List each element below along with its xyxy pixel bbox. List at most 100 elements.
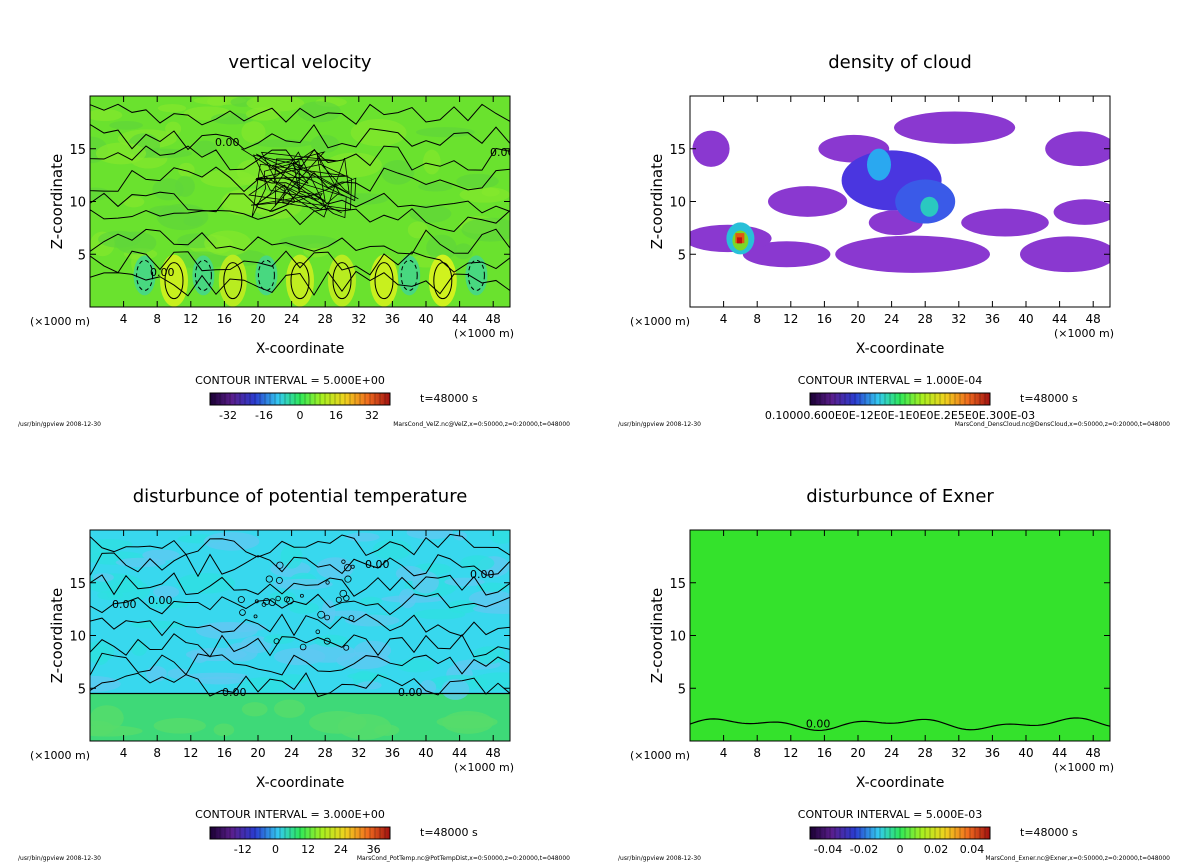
y-tick-label: 5 [78, 682, 86, 697]
time-stamp: t=48000 s [1020, 392, 1078, 405]
x-tick-label: 28 [318, 312, 333, 326]
x-tick-label: 20 [250, 312, 265, 326]
x-tick-label: 32 [951, 746, 966, 760]
colorbar-tick-label: 12 [301, 843, 315, 856]
colorbar-tick-label: 36 [367, 843, 381, 856]
y-tick-label: 10 [669, 630, 686, 645]
x-tick-label: 20 [850, 312, 865, 326]
footer-left: /usr/bin/gpview 2008-12-30 [18, 855, 101, 862]
contour-label: 0.00 [112, 598, 137, 611]
x-tick-label: 36 [985, 746, 1000, 760]
x-tick-label: 12 [783, 312, 798, 326]
y-axis-label: Z-coordinate [48, 154, 66, 249]
x-unit-right: (×1000 m) [454, 327, 514, 340]
colorbar-tick-label: -32 [219, 409, 237, 422]
contour-interval: CONTOUR INTERVAL = 5.000E+00 [195, 374, 385, 387]
x-tick-label: 24 [284, 312, 299, 326]
x-unit-right: (×1000 m) [1054, 761, 1114, 774]
zero-contour [690, 717, 1110, 732]
x-tick-label: 24 [884, 312, 899, 326]
colorbar-tick-label: 0.04 [960, 843, 985, 856]
footer-left: /usr/bin/gpview 2008-12-30 [618, 855, 701, 862]
x-tick-label: 28 [918, 312, 933, 326]
x-tick-label: 28 [918, 746, 933, 760]
colorbar-tick-label: 24 [334, 843, 348, 856]
x-tick-label: 48 [486, 746, 501, 760]
x-tick-label: 36 [985, 312, 1000, 326]
colorbar-tick-label: 0 [272, 843, 279, 856]
x-axis-label: X-coordinate [256, 775, 345, 791]
y-axis-label: Z-coordinate [648, 588, 666, 683]
footer-left: /usr/bin/gpview 2008-12-30 [618, 421, 701, 428]
plot-field [690, 96, 1110, 307]
contour-label: 0.00 [398, 686, 423, 699]
contour-label: 0.00 [215, 136, 240, 149]
x-tick-label: 48 [1086, 746, 1101, 760]
contour-label: 0.00 [150, 266, 175, 279]
x-tick-label: 4 [720, 312, 728, 326]
colorbar-tick-label: -0.02 [850, 843, 878, 856]
footer-right: MarsCond_PotTemp.nc@PotTempDist,x=0:5000… [357, 855, 570, 862]
chart-panel-1: 0.000.000.004 8 12 16 20 24 28 32 36 40 44 4851015v… [18, 52, 570, 428]
x-tick-label: 4 [120, 312, 128, 326]
y-tick-label: 10 [69, 630, 86, 645]
x-tick-label: 12 [183, 746, 198, 760]
x-tick-label: 12 [183, 312, 198, 326]
x-tick-label: 36 [385, 312, 400, 326]
x-tick-label: 16 [817, 312, 832, 326]
x-unit-right: (×1000 m) [454, 761, 514, 774]
contour-label: 0.00 [148, 594, 173, 607]
x-tick-label: 16 [217, 746, 232, 760]
x-tick-label: 8 [753, 312, 761, 326]
y-tick-label: 15 [69, 577, 86, 592]
x-tick-label: 32 [351, 746, 366, 760]
chart-panel-4: 0.004 8 12 16 20 24 28 32 36 40 44 4851015disturbun… [618, 486, 1170, 862]
colorbar-tick-label: -12 [234, 843, 252, 856]
contour-interval: CONTOUR INTERVAL = 5.000E-03 [798, 808, 982, 821]
footer-right: MarsCond_VelZ.nc@VelZ,x=0:50000,z=0:2000… [393, 421, 570, 428]
time-stamp: t=48000 s [420, 826, 478, 839]
contour-interval: CONTOUR INTERVAL = 3.000E+00 [195, 808, 385, 821]
colorbar-tick-label: 0.10000.600E0E-12E0E-1E0E0E.2E5E0E.300E-… [765, 409, 1035, 422]
contour-label: 0.00 [365, 558, 390, 571]
x-tick-label: 16 [817, 746, 832, 760]
x-axis-label: X-coordinate [856, 341, 945, 357]
colorbar-tick-label: 0 [297, 409, 304, 422]
x-tick-label: 44 [1052, 746, 1067, 760]
y-tick-label: 15 [69, 143, 86, 158]
y-tick-label: 10 [69, 196, 86, 211]
x-tick-label: 24 [884, 746, 899, 760]
x-tick-label: 20 [250, 746, 265, 760]
x-tick-label: 44 [452, 312, 467, 326]
y-tick-label: 5 [678, 248, 686, 263]
x-tick-label: 12 [783, 746, 798, 760]
contour-label: 0.00 [222, 686, 247, 699]
x-tick-label: 40 [418, 312, 433, 326]
x-tick-label: 4 [720, 746, 728, 760]
x-tick-label: 36 [385, 746, 400, 760]
x-tick-label: 48 [1086, 312, 1101, 326]
x-tick-label: 4 [120, 746, 128, 760]
x-tick-label: 40 [418, 746, 433, 760]
x-axis-label: X-coordinate [256, 341, 345, 357]
x-axis-label: X-coordinate [856, 775, 945, 791]
y-tick-label: 15 [669, 577, 686, 592]
y-tick-label: 15 [669, 143, 686, 158]
x-unit-left: (×1000 m) [630, 749, 690, 762]
x-tick-label: 24 [284, 746, 299, 760]
footer-right: MarsCond_Exner.nc@Exner,x=0:50000,z=0:20… [985, 855, 1170, 862]
x-tick-label: 8 [153, 746, 161, 760]
y-axis-label: Z-coordinate [648, 154, 666, 249]
x-unit-right: (×1000 m) [1054, 327, 1114, 340]
contour-label: 0.00 [806, 717, 831, 730]
chart-title: disturbunce of potential temperature [133, 486, 468, 507]
chart-title: vertical velocity [228, 52, 372, 73]
x-tick-label: 40 [1018, 746, 1033, 760]
x-tick-label: 40 [1018, 312, 1033, 326]
colorbar-tick-label: 32 [365, 409, 379, 422]
contour-label: 0.00 [470, 568, 495, 581]
plot-field: 0.00 0.00 0.00 0.00 0.00 0.00 [90, 530, 510, 741]
x-tick-label: 28 [318, 746, 333, 760]
